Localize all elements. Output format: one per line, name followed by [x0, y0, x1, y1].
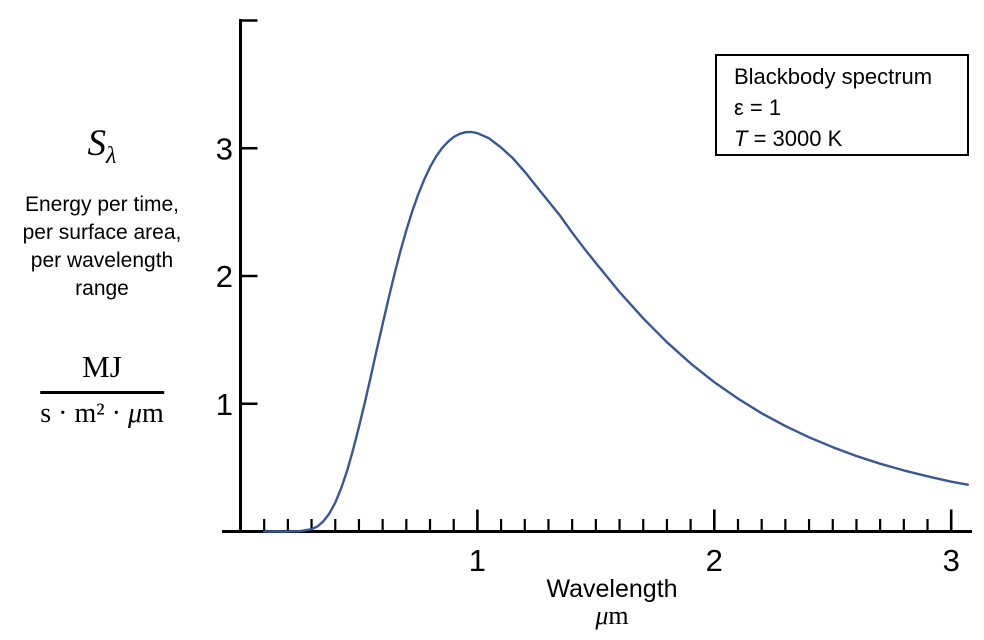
legend-emissivity: ε = 1	[734, 95, 782, 120]
x-axis-unit-mu: μ	[595, 601, 609, 630]
x-axis-label: Wavelength	[546, 575, 678, 603]
units-denominator-mu: μ	[127, 398, 142, 429]
y-axis-description-line: per wavelength	[30, 249, 174, 272]
legend-title: Blackbody spectrum	[734, 64, 933, 89]
legend-temperature-value: = 3000 K	[747, 126, 843, 151]
x-tick-label: 3	[943, 543, 960, 578]
x-axis-unit-suffix: m	[608, 601, 629, 630]
legend-temperature-symbol: T	[734, 126, 748, 151]
x-axis-label-block: Wavelength μm	[512, 576, 712, 629]
spectrum-curve	[263, 130, 969, 533]
legend-temperature: T = 3000 K	[734, 123, 967, 154]
units-denominator: s · m² · μm	[40, 394, 164, 430]
y-axis-description: Energy per time, per surface area, per w…	[2, 191, 202, 303]
y-axis-symbol-subscript: λ	[106, 143, 117, 169]
units-numerator: MJ	[40, 349, 164, 394]
y-tick-label: 3	[216, 131, 233, 166]
units-denominator-suffix: m	[142, 398, 164, 429]
y-axis-description-line: range	[75, 277, 129, 300]
x-tick-label: 1	[469, 543, 486, 578]
y-axis-description-line: Energy per time,	[24, 193, 180, 216]
y-tick-label: 2	[216, 259, 233, 294]
y-tick-label: 1	[216, 387, 233, 422]
legend-box: Blackbody spectrum ε = 1 T = 3000 K	[715, 54, 969, 156]
y-axis-symbol-letter: S	[87, 123, 107, 164]
x-axis-unit: μm	[512, 602, 712, 629]
units-denominator-prefix: s · m² ·	[40, 398, 128, 429]
y-axis-units-fraction: MJ s · m² · μm	[40, 349, 164, 430]
y-axis-symbol: Sλ	[2, 122, 202, 170]
y-axis-description-line: per surface area,	[22, 221, 182, 244]
y-axis-label-column: Sλ Energy per time, per surface area, pe…	[2, 0, 202, 640]
x-tick-label: 2	[706, 543, 723, 578]
